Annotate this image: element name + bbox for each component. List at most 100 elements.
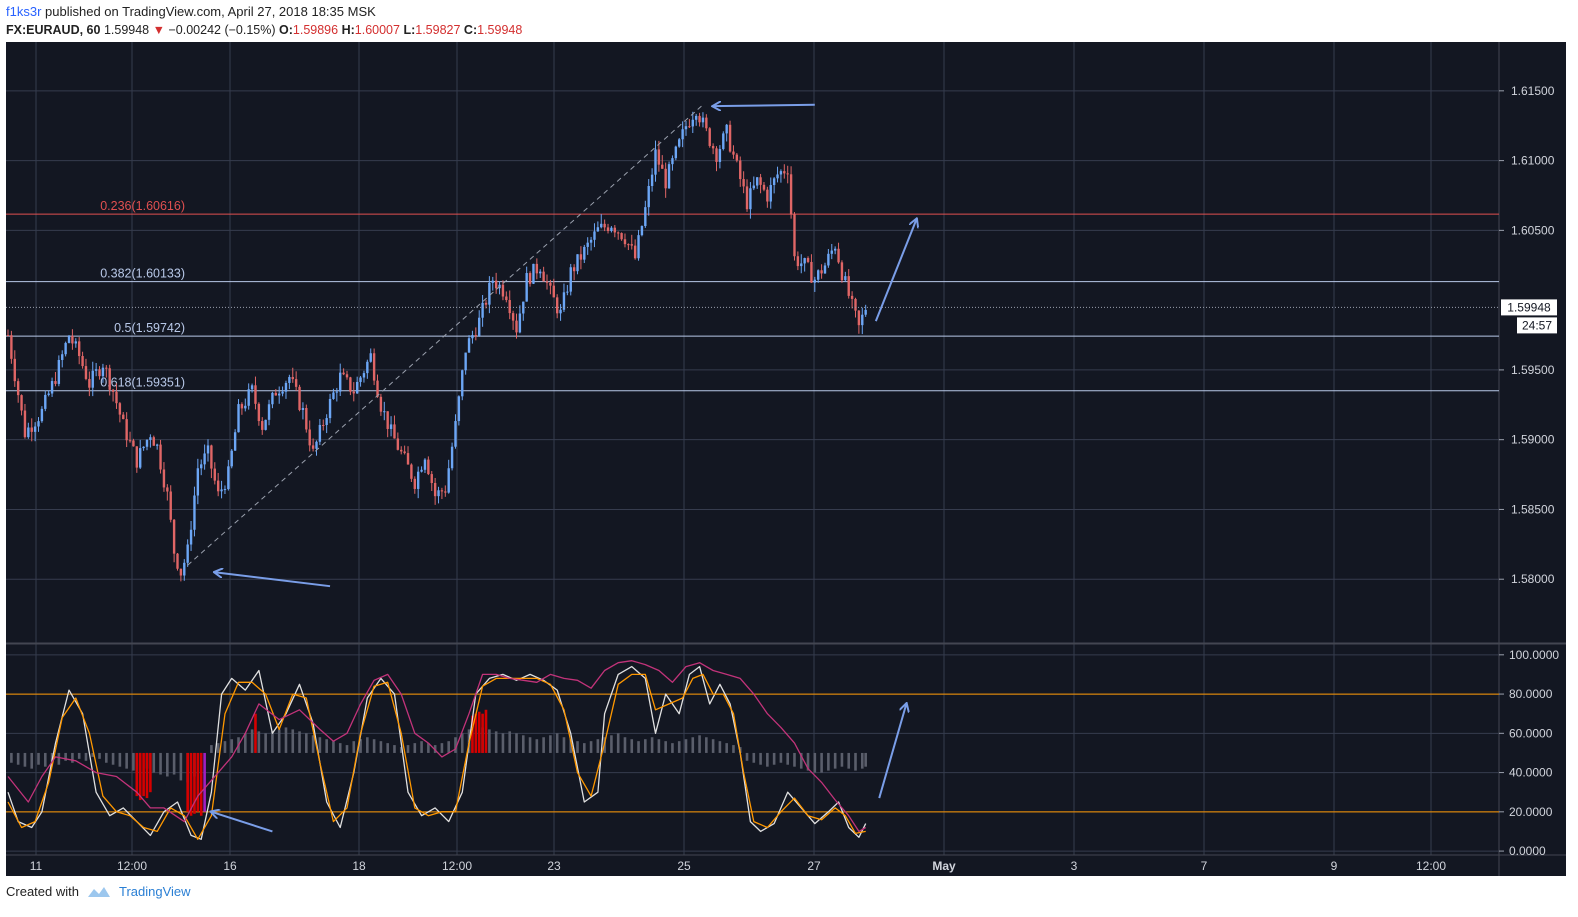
histogram-bar bbox=[698, 735, 701, 753]
candle-body bbox=[379, 396, 383, 412]
histogram-bar bbox=[179, 752, 183, 781]
time-tick-label: 9 bbox=[1331, 859, 1338, 873]
candle-body bbox=[50, 381, 54, 394]
down-triangle-icon: ▼ bbox=[152, 23, 165, 37]
candle-body bbox=[200, 464, 203, 469]
candle-body bbox=[478, 317, 481, 337]
candle-body bbox=[586, 242, 589, 247]
histogram-bar bbox=[386, 743, 389, 753]
candle-body bbox=[555, 297, 559, 314]
candle-body bbox=[691, 119, 694, 127]
candle-body bbox=[572, 267, 576, 272]
candle-body bbox=[688, 126, 691, 128]
histogram-bar-red bbox=[481, 713, 484, 753]
candle-body bbox=[227, 466, 230, 490]
candle-body bbox=[722, 133, 725, 150]
candle-body bbox=[501, 284, 505, 297]
candle-body bbox=[678, 139, 681, 147]
histogram-bar bbox=[277, 729, 281, 753]
candle-body bbox=[339, 372, 342, 392]
price-tick-label: 1.60500 bbox=[1511, 223, 1555, 237]
fib-level-label: 0.236(1.60616) bbox=[100, 199, 185, 213]
candle-body bbox=[206, 445, 210, 454]
candle-body bbox=[233, 432, 237, 451]
histogram-bar bbox=[677, 741, 681, 753]
candle-body bbox=[837, 248, 840, 263]
price-chart-svg[interactable]: 0.236(1.60616) 0.382(1.60133) 0.5(1.59742)… bbox=[6, 42, 1566, 876]
candle-body bbox=[488, 282, 491, 305]
annotation-arrow-osc bbox=[878, 704, 906, 799]
candle-body bbox=[139, 448, 142, 468]
candle-body bbox=[830, 250, 833, 254]
candle-body bbox=[308, 429, 311, 446]
histogram-bar bbox=[379, 741, 383, 753]
histogram-bar bbox=[833, 752, 837, 769]
open-label: O: bbox=[279, 23, 293, 37]
candle-body bbox=[786, 173, 789, 175]
histogram-bar bbox=[325, 739, 328, 753]
candle-body bbox=[630, 244, 633, 246]
histogram-bar bbox=[440, 743, 444, 753]
candle-body bbox=[674, 146, 678, 159]
candle-body bbox=[430, 474, 433, 483]
histogram-bar bbox=[684, 739, 688, 753]
candle-body bbox=[105, 367, 108, 369]
candle-body bbox=[247, 389, 250, 406]
histogram-bar bbox=[132, 752, 135, 771]
histogram-bar bbox=[284, 727, 288, 753]
annotation-arrow bbox=[713, 105, 815, 106]
histogram-bar bbox=[657, 739, 661, 753]
candle-body bbox=[172, 519, 176, 554]
histogram-bar bbox=[311, 735, 315, 753]
histogram-bar bbox=[427, 743, 430, 753]
candle-body bbox=[37, 421, 40, 427]
candle-body bbox=[657, 149, 661, 165]
histogram-bar bbox=[244, 733, 247, 753]
candle-body bbox=[362, 373, 366, 378]
tradingview-link[interactable]: TradingView bbox=[118, 884, 191, 899]
histogram-bar bbox=[223, 741, 227, 753]
candle-body bbox=[545, 281, 549, 283]
candle-body bbox=[20, 395, 23, 411]
histogram-bar bbox=[549, 735, 552, 753]
candle-body bbox=[766, 189, 769, 202]
candle-body bbox=[423, 459, 427, 470]
chart-area[interactable]: 0.236(1.60616) 0.382(1.60133) 0.5(1.59742)… bbox=[6, 42, 1566, 876]
candle-body bbox=[216, 480, 220, 492]
candle-body bbox=[447, 468, 450, 493]
histogram-bar bbox=[779, 752, 783, 763]
last-price-tag bbox=[1501, 299, 1557, 316]
histogram-bar bbox=[820, 752, 823, 773]
fib-level-label: 0.5(1.59742) bbox=[114, 321, 185, 335]
histogram-bar bbox=[152, 752, 156, 773]
histogram-bar bbox=[338, 743, 342, 753]
author-link[interactable]: f1ks3r bbox=[6, 4, 42, 19]
histogram-bar bbox=[637, 741, 640, 753]
histogram-bar bbox=[806, 752, 810, 771]
candle-body bbox=[620, 233, 623, 240]
candle-body bbox=[311, 445, 315, 449]
candle-body bbox=[396, 438, 400, 450]
candle-body bbox=[322, 424, 325, 426]
candle-body bbox=[64, 342, 67, 355]
histogram-bar bbox=[501, 733, 505, 753]
candle-body bbox=[403, 451, 406, 454]
candle-body bbox=[542, 271, 545, 282]
candle-body bbox=[491, 280, 494, 283]
histogram-bar bbox=[264, 733, 267, 753]
candle-body bbox=[230, 450, 233, 467]
candle-body bbox=[667, 164, 671, 189]
candle-body bbox=[861, 314, 864, 326]
candle-body bbox=[159, 444, 162, 470]
histogram-bar-red bbox=[199, 752, 203, 816]
candle-body bbox=[54, 381, 57, 384]
candle-body bbox=[566, 291, 569, 293]
histogram-bar bbox=[271, 731, 274, 753]
price-tick-label: 1.61000 bbox=[1511, 154, 1555, 168]
candle-body bbox=[47, 393, 50, 395]
candle-body bbox=[640, 226, 644, 236]
candle-body bbox=[532, 263, 535, 284]
candle-body bbox=[708, 128, 711, 146]
candle-body bbox=[779, 171, 783, 175]
ohlc-legend: FX:EURAUD, 60 1.59948 ▼ −0.00242 (−0.15%… bbox=[6, 21, 522, 39]
